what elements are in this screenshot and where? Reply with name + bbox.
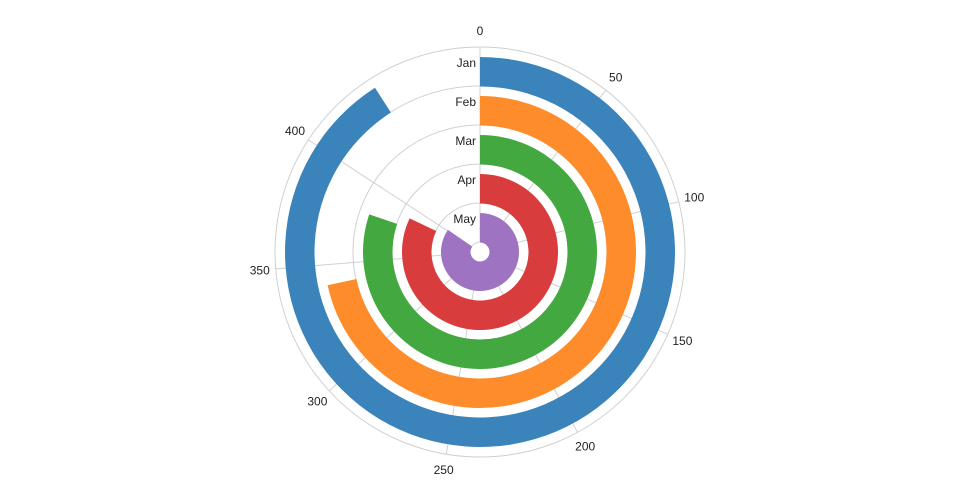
category-label: Jan <box>457 56 476 70</box>
bar-apr <box>402 174 558 330</box>
tick-label: 250 <box>434 463 454 477</box>
bars <box>285 57 675 447</box>
tick-label: 100 <box>684 191 704 205</box>
tick-label: 150 <box>672 334 692 348</box>
category-labels: Jan Feb Mar Apr May <box>453 56 476 226</box>
category-label: Apr <box>457 173 476 187</box>
tick-label: 50 <box>609 71 623 85</box>
tick-label: 400 <box>285 124 305 138</box>
bar-may <box>441 213 520 291</box>
category-label: May <box>453 212 476 226</box>
category-label: Feb <box>455 95 476 109</box>
tick-label: 300 <box>307 395 327 409</box>
tick-label: 200 <box>575 439 595 453</box>
tick-label: 350 <box>250 263 270 277</box>
tick-label: 0 <box>477 24 484 38</box>
angular-tick-labels: 0 50 100 150 200 250 300 350 400 <box>250 24 705 477</box>
category-label: Mar <box>455 134 476 148</box>
